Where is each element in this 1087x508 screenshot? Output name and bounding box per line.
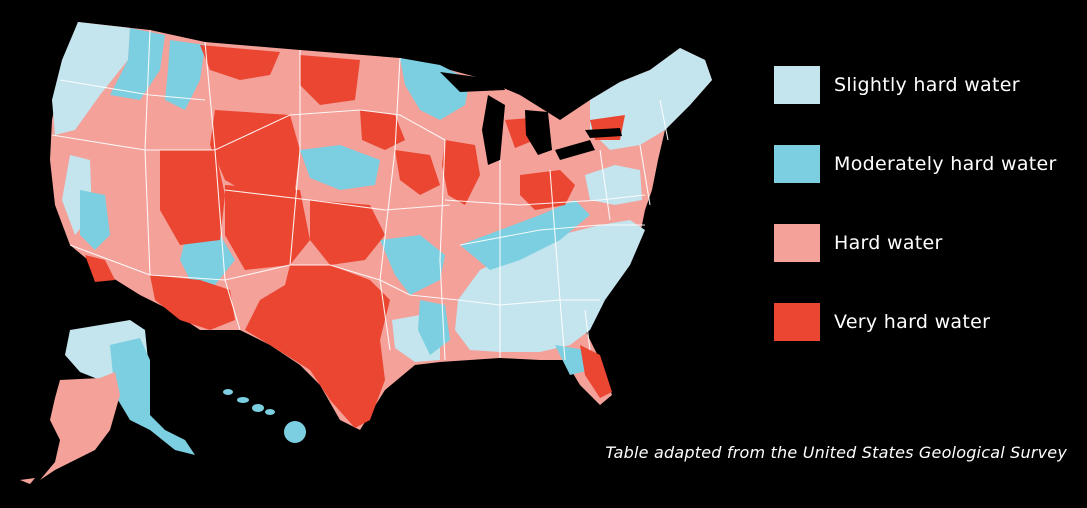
us-water-hardness-map bbox=[20, 22, 712, 484]
legend-swatch bbox=[774, 145, 820, 183]
source-caption: Table adapted from the United States Geo… bbox=[605, 443, 1067, 462]
legend-item-hard: Hard water bbox=[774, 224, 1084, 262]
state-borders bbox=[51, 29, 669, 361]
legend-swatch bbox=[774, 224, 820, 262]
legend-swatch bbox=[774, 303, 820, 341]
legend-item-very-hard: Very hard water bbox=[774, 303, 1084, 341]
moderately-hard-regions bbox=[80, 28, 590, 375]
great-lakes bbox=[440, 72, 622, 165]
legend-label: Moderately hard water bbox=[834, 153, 1057, 175]
alaska bbox=[20, 320, 195, 484]
legend-label: Slightly hard water bbox=[834, 74, 1020, 96]
very-hard-regions bbox=[85, 45, 625, 428]
hawaii bbox=[223, 389, 306, 443]
legend-item-moderately-hard: Moderately hard water bbox=[774, 145, 1084, 183]
legend-label: Very hard water bbox=[834, 311, 991, 333]
legend: Slightly hard water Moderately hard wate… bbox=[774, 66, 1084, 382]
legend-item-slightly-hard: Slightly hard water bbox=[774, 66, 1084, 104]
legend-label: Hard water bbox=[834, 232, 943, 254]
legend-swatch bbox=[774, 66, 820, 104]
